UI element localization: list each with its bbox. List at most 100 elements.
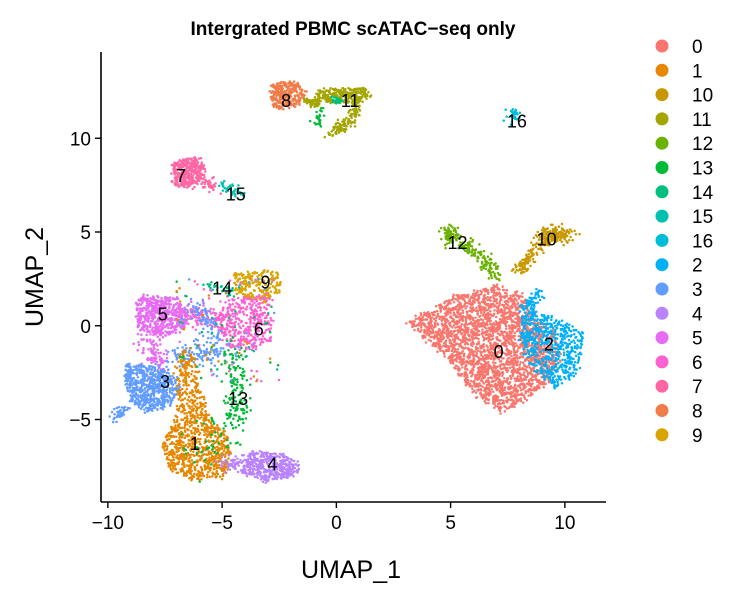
scatter-point-2413 <box>512 326 516 329</box>
scatter-point-1885 <box>492 322 496 325</box>
scatter-point-2527 <box>419 326 423 329</box>
scatter-point-1761 <box>501 389 505 392</box>
scatter-point-3038 <box>541 359 545 363</box>
scatter-point-2235 <box>445 324 449 328</box>
scatter-point-2861 <box>567 334 570 337</box>
scatter-point-4916 <box>202 186 206 189</box>
scatter-point-4302 <box>333 88 337 92</box>
scatter-point-3256 <box>525 301 528 305</box>
scatter-point-2914 <box>538 330 541 334</box>
scatter-point-1576 <box>464 307 467 310</box>
scatter-point-2271 <box>479 322 482 326</box>
scatter-point-3151 <box>550 367 554 371</box>
scatter-point-2439 <box>421 334 424 338</box>
scatter-point-1650 <box>474 316 477 320</box>
scatter-point-3142 <box>545 361 548 364</box>
scatter-point-2410 <box>427 338 431 342</box>
scatter-point-3046 <box>559 332 563 336</box>
scatter-point-3259 <box>534 301 537 305</box>
scatter-point-3214 <box>523 311 527 314</box>
scatter-point-1179 <box>471 318 475 322</box>
scatter-point-4839 <box>190 168 194 172</box>
scatter-point-2473 <box>492 303 495 306</box>
scatter-point-2374 <box>449 354 452 357</box>
scatter-point-2440 <box>476 328 479 332</box>
scatter-point-3121 <box>542 326 546 329</box>
scatter-point-2953 <box>579 334 583 337</box>
scatter-point-3398 <box>496 265 500 268</box>
scatter-point-1943 <box>493 366 497 369</box>
scatter-point-3257 <box>521 307 524 310</box>
scatter-point-3414 <box>473 254 477 258</box>
scatter-point-2588 <box>498 399 501 402</box>
scatter-point-3048 <box>531 327 535 331</box>
scatter-point-3619 <box>519 262 523 265</box>
scatter-point-3070 <box>530 362 533 366</box>
scatter-point-586 <box>515 299 518 302</box>
scatter-point-2304 <box>507 349 511 352</box>
scatter-point-4960 <box>246 270 250 273</box>
scatter-point-2133 <box>513 394 516 398</box>
scatter-point-2555 <box>479 307 483 310</box>
scatter-point-439 <box>522 371 526 374</box>
scatter-point-2284 <box>482 345 485 348</box>
scatter-point-1443 <box>513 338 517 341</box>
scatter-point-1630 <box>500 298 503 302</box>
scatter-point-3383 <box>479 266 482 269</box>
scatter-point-2970 <box>562 348 565 351</box>
scatter-point-1096 <box>515 294 519 297</box>
scatter-point-2533 <box>477 358 481 362</box>
scatter-point-4866 <box>188 180 191 183</box>
scatter-point-2366 <box>508 330 512 333</box>
scatter-point-2330 <box>516 368 519 372</box>
scatter-point-1537 <box>462 352 466 355</box>
scatter-point-4051 <box>298 92 302 96</box>
scatter-point-2529 <box>449 329 453 333</box>
scatter-point-4868 <box>192 174 195 177</box>
scatter-point-4808 <box>194 168 198 171</box>
scatter-point-465 <box>513 298 516 301</box>
scatter-point-833 <box>474 291 477 295</box>
scatter-point-349 <box>496 402 500 406</box>
scatter-point-4262 <box>329 86 332 90</box>
scatter-point-1344 <box>531 367 535 370</box>
scatter-point-2420 <box>520 392 523 395</box>
scatter-point-3432 <box>456 226 460 230</box>
scatter-point-2669 <box>568 378 571 381</box>
scatter-point-2951 <box>553 330 557 334</box>
scatter-point-2093 <box>459 302 462 306</box>
scatter-point-3166 <box>564 323 567 327</box>
scatter-point-1627 <box>460 333 463 336</box>
scatter-point-4057 <box>287 81 290 85</box>
scatter-point-4932 <box>222 179 226 183</box>
scatter-point-3241 <box>534 293 537 297</box>
scatter-point-2801 <box>555 327 558 330</box>
scatter-point-4876 <box>187 161 190 165</box>
scatter-point-2177 <box>446 333 450 336</box>
scatter-point-1668 <box>505 292 508 295</box>
scatter-point-117 <box>508 366 512 370</box>
scatter-point-2848 <box>524 352 528 356</box>
scatter-point-172 <box>517 335 521 338</box>
scatter-point-1742 <box>447 327 450 330</box>
scatter-point-2308 <box>441 315 444 318</box>
scatter-point-2912 <box>568 328 571 332</box>
scatter-point-1506 <box>480 300 484 304</box>
scatter-point-2823 <box>543 378 546 381</box>
scatter-point-3467 <box>531 257 535 261</box>
scatter-point-373 <box>475 382 478 385</box>
scatter-point-2097 <box>454 306 458 309</box>
scatter-point-781 <box>511 361 515 364</box>
scatter-point-729 <box>501 285 504 288</box>
scatter-point-2478 <box>497 292 501 296</box>
scatter-point-3164 <box>566 350 570 353</box>
scatter-point-2891 <box>577 330 580 334</box>
scatter-point-1957 <box>502 336 505 340</box>
scatter-point-71 <box>434 330 437 334</box>
scatter-point-1559 <box>520 299 523 303</box>
scatter-point-3096 <box>561 335 565 339</box>
scatter-point-1127 <box>487 360 490 364</box>
scatter-point-704 <box>443 355 446 358</box>
scatter-point-3998 <box>271 98 275 102</box>
scatter-point-4007 <box>272 96 275 99</box>
